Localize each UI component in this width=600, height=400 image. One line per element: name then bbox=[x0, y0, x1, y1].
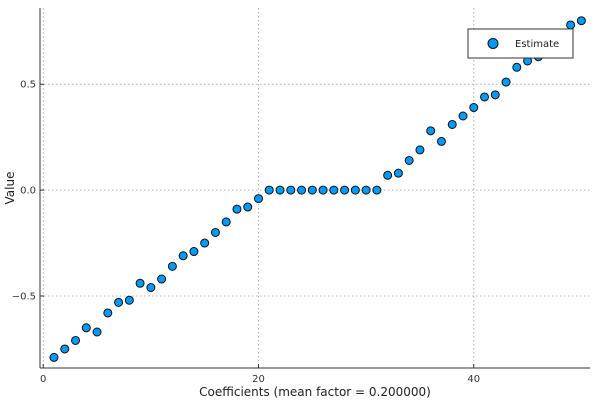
data-point bbox=[264, 185, 274, 195]
legend-label: Estimate bbox=[515, 39, 559, 50]
data-point bbox=[383, 170, 393, 180]
data-point bbox=[243, 202, 253, 212]
data-point bbox=[576, 16, 586, 26]
data-point bbox=[340, 185, 350, 195]
data-point bbox=[146, 283, 156, 293]
data-point bbox=[393, 168, 403, 178]
data-point bbox=[60, 344, 70, 354]
data-point bbox=[253, 194, 263, 204]
y-tick-label: 0.5 bbox=[20, 80, 36, 91]
points-layer bbox=[49, 16, 586, 362]
data-point bbox=[200, 238, 210, 248]
data-point bbox=[297, 185, 307, 195]
data-point bbox=[103, 308, 113, 318]
data-point bbox=[157, 274, 167, 284]
y-axis-label: Value bbox=[3, 172, 17, 205]
data-point bbox=[372, 185, 382, 195]
data-point bbox=[426, 126, 436, 136]
x-axis-label: Coefficients (mean factor = 0.200000) bbox=[199, 385, 431, 399]
data-point bbox=[275, 185, 285, 195]
grid-layer bbox=[40, 8, 590, 368]
ticks-layer: 0 20 40 −0.5 0.0 0.5 bbox=[12, 80, 480, 385]
x-tick-label: 40 bbox=[467, 374, 480, 385]
data-point bbox=[210, 227, 220, 237]
data-point bbox=[404, 155, 414, 165]
data-point bbox=[480, 92, 490, 102]
data-point bbox=[81, 323, 91, 333]
data-point bbox=[436, 136, 446, 146]
y-tick-label: 0.0 bbox=[20, 186, 36, 197]
data-point bbox=[92, 327, 102, 337]
data-point bbox=[232, 204, 242, 214]
data-point bbox=[221, 217, 231, 227]
data-point bbox=[350, 185, 360, 195]
y-tick-label: −0.5 bbox=[12, 292, 36, 303]
data-point bbox=[124, 295, 134, 305]
legend: Estimate bbox=[467, 28, 574, 59]
x-tick-label: 20 bbox=[252, 374, 265, 385]
data-point bbox=[135, 278, 145, 288]
x-tick-label: 0 bbox=[40, 374, 46, 385]
data-point bbox=[490, 90, 500, 100]
axes-layer bbox=[39, 8, 590, 369]
data-point bbox=[512, 62, 522, 72]
data-point bbox=[49, 352, 59, 362]
data-point bbox=[447, 119, 457, 129]
data-point bbox=[415, 145, 425, 155]
data-point bbox=[329, 185, 339, 195]
data-point bbox=[469, 103, 479, 113]
data-point bbox=[501, 77, 511, 87]
data-point bbox=[114, 297, 124, 307]
data-point bbox=[71, 335, 81, 345]
data-point bbox=[566, 20, 576, 30]
data-point bbox=[458, 111, 468, 121]
data-point bbox=[307, 185, 317, 195]
data-point bbox=[361, 185, 371, 195]
data-point bbox=[189, 247, 199, 257]
data-point bbox=[286, 185, 296, 195]
data-point bbox=[178, 251, 188, 261]
legend-marker bbox=[487, 38, 499, 49]
legend-box bbox=[467, 28, 574, 59]
data-point bbox=[318, 185, 328, 195]
data-point bbox=[167, 261, 177, 271]
